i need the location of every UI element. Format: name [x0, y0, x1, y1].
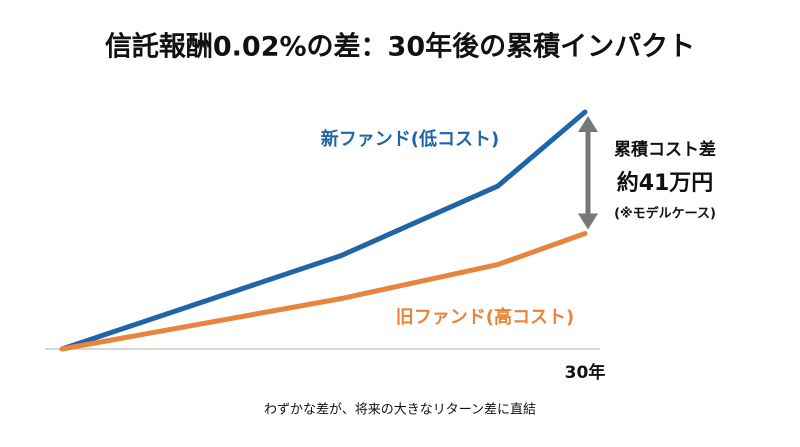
arrow-head — [578, 116, 598, 132]
annotation-title: 累積コスト差 — [614, 139, 716, 160]
series-label: 旧ファンド(高コスト) — [396, 306, 574, 328]
footnote: わずかな差が、将来の大きなリターン差に直結 — [264, 403, 536, 418]
chart-title: 信託報酬0.02%の差：30年後の累積インパクト — [105, 31, 695, 63]
line-series — [59, 230, 588, 352]
arrow-head — [578, 213, 598, 230]
annotation-note: (※モデルケース) — [614, 206, 716, 222]
x-tick-label: 30年 — [565, 362, 606, 383]
series-label: 新ファンド(低コスト) — [321, 128, 499, 150]
line-series — [59, 109, 588, 352]
annotation-value: 約41万円 — [617, 170, 714, 196]
